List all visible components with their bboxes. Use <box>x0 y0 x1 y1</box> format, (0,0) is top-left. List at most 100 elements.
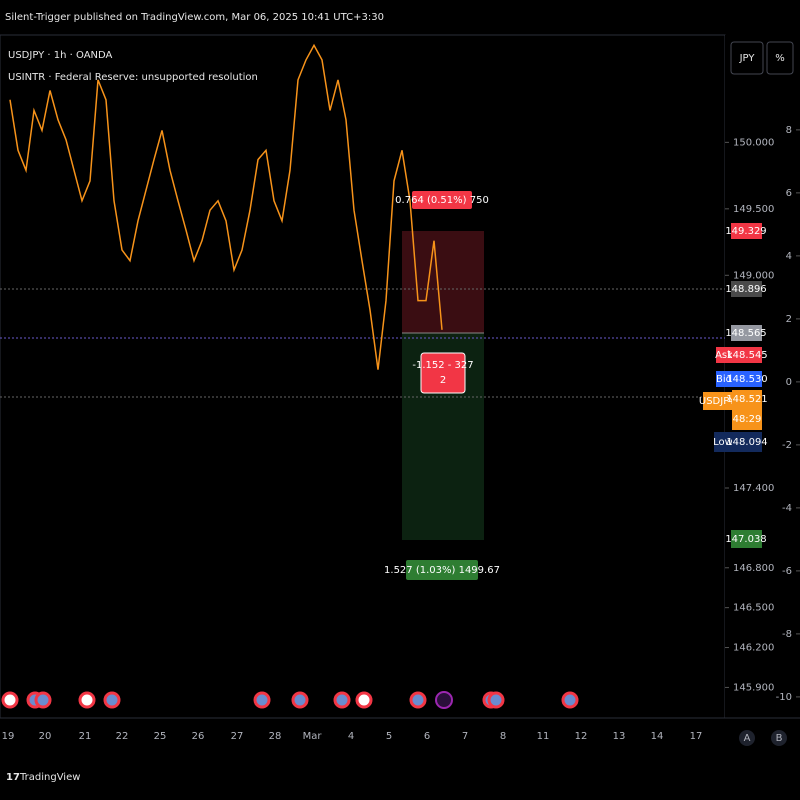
price-tick-label: 146.800 <box>733 563 774 574</box>
time-tick-label: 5 <box>386 731 392 742</box>
time-tick-label: 7 <box>462 731 468 742</box>
footer <box>0 760 800 800</box>
stop-tag-label: 149.329 <box>725 226 766 237</box>
legend-indicator: USINTR · Federal Reserve: unsupported re… <box>8 72 258 83</box>
event-icon[interactable] <box>561 691 579 709</box>
event-icon[interactable] <box>409 691 427 709</box>
time-tick-label: Mar <box>303 731 323 742</box>
plot-area <box>0 34 726 719</box>
entry-tag <box>731 325 762 341</box>
target-tag-label: 147.038 <box>725 534 766 545</box>
target-label: 1.527 (1.03%) 1499.67 <box>384 565 500 576</box>
event-icon[interactable] <box>435 691 453 709</box>
auto-button[interactable] <box>739 730 755 746</box>
price-line <box>9 43 443 370</box>
footer-logo: 17 <box>6 772 20 783</box>
time-tick-label: 14 <box>651 731 664 742</box>
event-icon[interactable] <box>253 691 271 709</box>
stop-label: 0.764 (0.51%) 750 <box>395 195 489 206</box>
rate-tick-label: 6 <box>786 188 792 199</box>
event-icon[interactable] <box>103 691 121 709</box>
time-tick-label: 6 <box>424 731 430 742</box>
price-tick-label: 149.500 <box>733 204 774 215</box>
stop-zone <box>402 231 484 333</box>
bid-title: Bid <box>716 374 732 385</box>
countdown-label: 48:29 <box>733 414 762 425</box>
price-tick-label: 146.500 <box>733 603 774 614</box>
last-tag <box>732 390 762 430</box>
target-label-box <box>406 560 478 580</box>
time-tick-label: 17 <box>690 731 703 742</box>
ask-title: Ask <box>715 350 733 361</box>
rate-tick-label: -6 <box>782 566 792 577</box>
event-icon[interactable] <box>487 691 505 709</box>
symbol-tag-title <box>703 392 732 410</box>
ask-tag-title <box>716 347 732 363</box>
entry-tag-label: 148.565 <box>725 328 766 339</box>
ask-tag <box>732 347 762 363</box>
time-tick-label: 20 <box>39 731 52 742</box>
time-tick-label: 8 <box>500 731 506 742</box>
time-tick-label: 27 <box>231 731 244 742</box>
symbol-title: USDJPY <box>699 396 736 407</box>
price-tick-label: 150.000 <box>733 137 774 148</box>
currency-button-label: JPY <box>739 53 756 64</box>
ask-tag-label: 148.545 <box>726 350 767 361</box>
events-row <box>1 691 579 709</box>
price-tick-label: 147.400 <box>733 483 774 494</box>
time-tick-label: 13 <box>613 731 626 742</box>
rate-tick-label: -10 <box>776 692 792 703</box>
publish-header: Silent-Trigger published on TradingView.… <box>5 12 384 23</box>
price-tick-label: 145.900 <box>733 682 774 693</box>
bid-tag-label: 148.530 <box>726 374 767 385</box>
time-tick-label: 22 <box>116 731 129 742</box>
rate-tick-label: -4 <box>782 503 792 514</box>
auto-button-label: A <box>744 733 751 744</box>
legend-symbol: USDJPY · 1h · OANDA <box>8 50 113 61</box>
time-tick-label: 12 <box>575 731 588 742</box>
percent-button-label: % <box>775 53 785 64</box>
pnl-line: 2 <box>440 375 446 386</box>
low-tag <box>732 432 762 452</box>
stop-tag <box>731 223 762 239</box>
time-tick-label: 21 <box>79 731 92 742</box>
log-button[interactable] <box>771 730 787 746</box>
pnl-box[interactable] <box>420 352 466 394</box>
event-icon[interactable] <box>78 691 96 709</box>
event-icon[interactable] <box>333 691 351 709</box>
time-tick-label: 25 <box>154 731 167 742</box>
event-icon[interactable] <box>1 691 19 709</box>
event-icon[interactable] <box>355 691 373 709</box>
log-button-label: B <box>776 733 783 744</box>
rate-tick-label: -8 <box>782 629 792 640</box>
low-tag-title <box>714 432 732 452</box>
event-icon[interactable] <box>291 691 309 709</box>
high-tag-label: 148.896 <box>725 284 766 295</box>
percent-button[interactable] <box>766 41 794 75</box>
currency-button[interactable] <box>730 41 764 75</box>
price-tick-label: 146.200 <box>733 643 774 654</box>
event-icon[interactable] <box>34 691 52 709</box>
bid-tag <box>732 371 762 387</box>
rate-tick-label: 2 <box>786 314 792 325</box>
stop-label-box <box>412 191 472 209</box>
time-tick-label: 11 <box>537 731 550 742</box>
footer-brand: TradingView <box>19 772 80 783</box>
bid-tag-title <box>716 371 732 387</box>
price-tick-label: 149.000 <box>733 270 774 281</box>
rate-tick-label: 4 <box>786 251 792 262</box>
time-tick-label: 28 <box>269 731 282 742</box>
rate-tick-label: 0 <box>786 377 792 388</box>
time-tick-label: 19 <box>2 731 15 742</box>
target-tag <box>731 530 762 548</box>
rate-tick-label: -2 <box>782 440 792 451</box>
pnl-line: -1.152 - 327 <box>412 360 473 371</box>
high-tag <box>731 281 762 297</box>
low-title: Low <box>713 437 733 448</box>
rate-tick-label: 8 <box>786 125 792 136</box>
low-tag-label: 148.094 <box>726 437 767 448</box>
time-tick-label: 4 <box>348 731 354 742</box>
time-tick-label: 26 <box>192 731 205 742</box>
last-tag-label: 148.521 <box>726 394 767 405</box>
